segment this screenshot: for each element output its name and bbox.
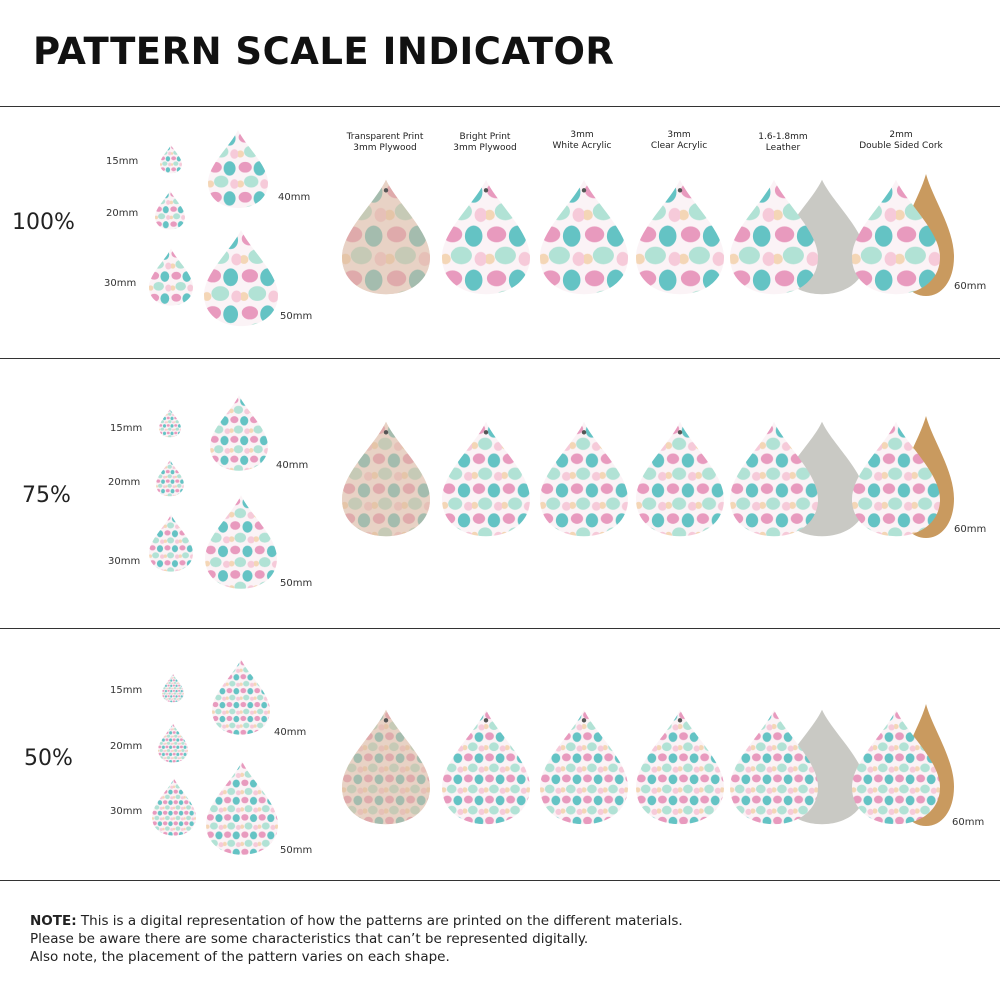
sample-clear-acrylic	[636, 421, 724, 537]
teardrop-40mm	[208, 130, 268, 208]
size-label-40mm: 40mm	[274, 727, 307, 738]
sample-cork-front	[852, 709, 940, 825]
sample-white-acrylic	[540, 421, 628, 537]
size-label-50mm: 50mm	[280, 578, 313, 589]
sample-leather-front	[730, 179, 818, 295]
sample-white-acrylic	[540, 179, 628, 295]
teardrop-40mm	[210, 395, 268, 471]
teardrop-15mm	[162, 673, 184, 703]
note-line-1: NOTE: This is a digital representation o…	[30, 913, 683, 929]
teardrop-15mm	[160, 144, 182, 174]
teardrop-30mm	[152, 778, 196, 836]
sample-cork-front	[852, 421, 940, 537]
scale-label-100: 100%	[12, 210, 75, 235]
sample-white-acrylic	[540, 709, 628, 825]
teardrop-15mm	[159, 408, 181, 438]
sample-leather-front	[730, 709, 818, 825]
size-label-20mm: 20mm	[106, 208, 139, 219]
teardrop-20mm	[158, 723, 188, 763]
divider-row-1	[0, 358, 1000, 359]
size-label-40mm: 40mm	[276, 460, 309, 471]
material-size-label: 60mm	[954, 281, 987, 292]
size-label-15mm: 15mm	[110, 685, 143, 696]
scale-label-50: 50%	[24, 746, 73, 771]
teardrop-20mm	[155, 190, 185, 230]
sample-transparent-plywood	[342, 179, 430, 295]
note-line-2: Please be aware there are some character…	[30, 931, 589, 947]
sample-clear-acrylic	[636, 179, 724, 295]
sample-bright-plywood	[442, 179, 530, 295]
scale-label-75: 75%	[22, 483, 71, 508]
divider-row-2	[0, 628, 1000, 629]
size-label-30mm: 30mm	[108, 556, 141, 567]
material-size-label: 60mm	[954, 524, 987, 535]
sample-bright-plywood	[442, 709, 530, 825]
teardrop-50mm	[205, 495, 277, 589]
teardrop-50mm	[206, 761, 278, 855]
size-label-15mm: 15mm	[106, 156, 139, 167]
teardrop-40mm	[212, 659, 270, 735]
sample-clear-acrylic	[636, 709, 724, 825]
size-label-40mm: 40mm	[278, 192, 311, 203]
sample-leather-front	[730, 421, 818, 537]
disclaimer-note: NOTE: This is a digital representation o…	[30, 912, 970, 966]
teardrop-30mm	[149, 248, 193, 306]
size-label-20mm: 20mm	[108, 477, 141, 488]
teardrop-20mm	[156, 459, 184, 497]
teardrop-50mm	[204, 229, 278, 327]
sample-bright-plywood	[442, 421, 530, 537]
size-label-50mm: 50mm	[280, 311, 313, 322]
size-label-30mm: 30mm	[104, 278, 137, 289]
sample-transparent-plywood	[342, 421, 430, 537]
material-header-leather: 1.6-1.8mm Leather	[758, 132, 808, 153]
page-title: PATTERN SCALE INDICATOR	[33, 30, 615, 73]
divider-bottom	[0, 880, 1000, 881]
material-header-bright-plywood: Bright Print 3mm Plywood	[453, 132, 517, 153]
note-label: NOTE:	[30, 913, 77, 929]
material-header-white-acrylic: 3mm White Acrylic	[552, 130, 612, 151]
sample-transparent-plywood	[342, 709, 430, 825]
size-label-20mm: 20mm	[110, 741, 143, 752]
material-header-clear-acrylic: 3mm Clear Acrylic	[650, 130, 708, 151]
size-label-50mm: 50mm	[280, 845, 313, 856]
material-size-label: 60mm	[952, 817, 985, 828]
teardrop-30mm	[149, 514, 193, 572]
size-label-15mm: 15mm	[110, 423, 143, 434]
material-header-transparent-plywood: Transparent Print 3mm Plywood	[346, 132, 424, 153]
sample-cork-front	[852, 179, 940, 295]
divider-top	[0, 106, 1000, 107]
note-line-3: Also note, the placement of the pattern …	[30, 949, 450, 965]
material-header-cork: 2mm Double Sided Cork	[859, 130, 943, 151]
size-label-30mm: 30mm	[110, 806, 143, 817]
